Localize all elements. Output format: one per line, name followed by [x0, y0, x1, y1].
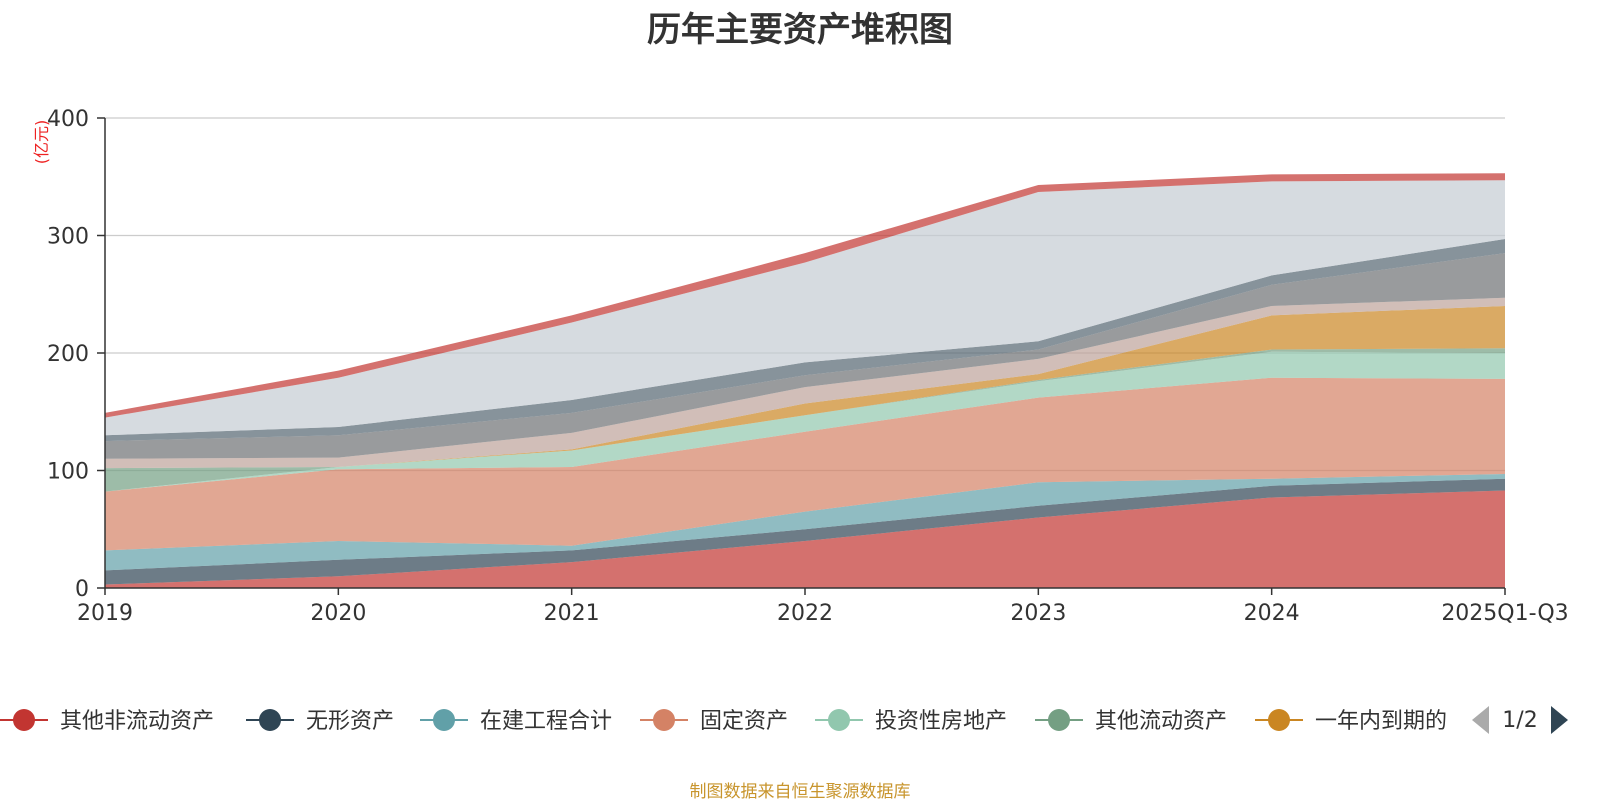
y-tick-label: 100	[47, 460, 89, 485]
y-tick-label: 300	[47, 225, 89, 250]
x-tick-label: 2020	[310, 601, 366, 626]
legend-dot-marker	[828, 709, 850, 731]
area-series	[105, 173, 1505, 588]
x-tick-label: 2019	[77, 601, 133, 626]
legend-item[interactable]: 一年内到期的	[1255, 709, 1447, 734]
legend-label: 无形资产	[306, 709, 394, 734]
legend-label: 在建工程合计	[480, 709, 612, 734]
area-series-1	[105, 490, 1505, 588]
legend-label: 固定资产	[700, 709, 788, 734]
area-series-11	[105, 180, 1505, 436]
x-tick-label: 2021	[544, 601, 600, 626]
x-axis-ticks: 2019 2020 2021 2022 2023 2024 2025Q1-Q3	[77, 588, 1569, 626]
x-tick-label: 2024	[1244, 601, 1300, 626]
legend-label: 投资性房地产	[875, 709, 1007, 734]
area-series-3	[105, 474, 1505, 571]
y-tick-label: 400	[47, 107, 89, 132]
y-axis-unit-label: (亿元)	[32, 120, 51, 165]
area-series-5	[105, 351, 1505, 492]
legend-dot-marker	[653, 709, 675, 731]
legend-item[interactable]: 无形资产	[246, 709, 394, 734]
legend-dot-marker	[259, 709, 281, 731]
legend-prev-page-button[interactable]	[1472, 706, 1489, 734]
x-tick-label: 2025Q1-Q3	[1441, 601, 1568, 626]
legend-dot-marker	[1048, 709, 1070, 731]
legend-item[interactable]: 在建工程合计	[420, 709, 612, 734]
legend-pager: 1/2	[1472, 706, 1568, 734]
legend-item[interactable]: 其他非流动资产	[0, 709, 214, 734]
area-series-2	[105, 478, 1505, 585]
legend-page-indicator: 1/2	[1502, 708, 1537, 733]
x-tick-label: 2023	[1010, 601, 1066, 626]
legend-label: 其他非流动资产	[60, 709, 214, 734]
legend: 其他非流动资产 无形资产 在建工程合计 固定资产 投资性房地产 其他流动资产 一年内到期的	[0, 709, 1447, 734]
legend-dot-marker	[433, 709, 455, 731]
x-tick-label: 2022	[777, 601, 833, 626]
y-axis-ticks: 0 100 200 300 400	[47, 107, 105, 602]
area-series-12	[105, 173, 1505, 418]
y-tick-label: 0	[75, 577, 89, 602]
area-series-8	[105, 297, 1505, 469]
legend-item[interactable]: 固定资产	[640, 709, 788, 734]
legend-next-page-button[interactable]	[1551, 706, 1568, 734]
data-source-note: 制图数据来自恒生聚源数据库	[689, 782, 911, 802]
y-tick-label: 200	[47, 342, 89, 367]
legend-dot-marker	[13, 709, 35, 731]
area-series-9	[105, 253, 1505, 459]
area-series-7	[105, 306, 1505, 469]
legend-label: 一年内到期的	[1315, 709, 1447, 734]
chart-title: 历年主要资产堆积图	[647, 10, 953, 50]
legend-dot-marker	[1268, 709, 1290, 731]
legend-label: 其他流动资产	[1095, 709, 1227, 734]
area-series-4	[105, 377, 1505, 551]
legend-item[interactable]: 其他流动资产	[1035, 709, 1227, 734]
legend-item[interactable]: 投资性房地产	[815, 709, 1007, 734]
